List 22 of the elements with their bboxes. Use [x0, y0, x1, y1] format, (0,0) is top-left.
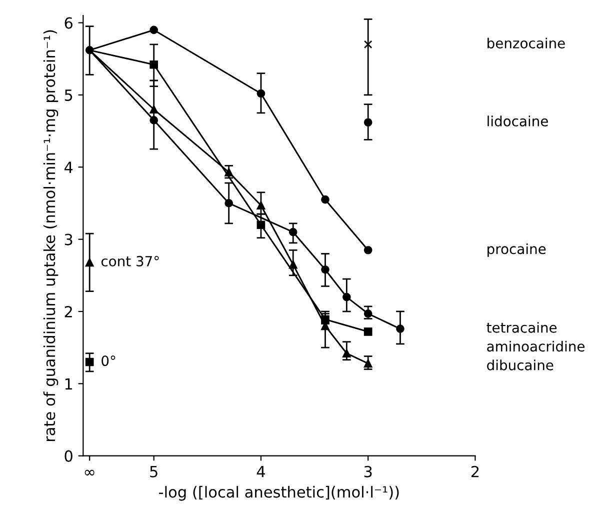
x-tick-label: ∞ — [84, 470, 94, 476]
x-tick-label: 4 — [256, 466, 265, 478]
text: aminoacridine — [487, 340, 585, 352]
y-tick-label: 0 — [64, 450, 72, 462]
y-tick-label: 4 — [64, 162, 73, 173]
x-tick-label: 5 — [150, 466, 158, 478]
y-tick-label: 1 — [65, 378, 72, 390]
series-label: 0° — [102, 356, 116, 366]
y-tick-label: 6 — [64, 17, 72, 29]
x-axis-title: -log ([local anesthetic](mol·l⁻¹)) — [159, 486, 399, 501]
y-tick-label: 5 — [64, 90, 72, 101]
text: dibucaine — [487, 360, 554, 370]
y-tick-label: 3 — [64, 234, 72, 246]
x-tick-label: 3 — [364, 466, 372, 478]
y-axis-title: rate of guanidinium uptake (nmol·min⁻¹·mg protein⁻¹) — [43, 30, 58, 442]
text: benzocaine — [488, 38, 565, 48]
series-label: cont 37° — [101, 256, 159, 266]
text: tetracaine — [486, 322, 557, 333]
x-tick-label: 2 — [471, 466, 479, 478]
y-tick-label: 2 — [64, 306, 72, 318]
text: procaine — [488, 243, 546, 257]
text: lidocaine — [488, 116, 548, 126]
